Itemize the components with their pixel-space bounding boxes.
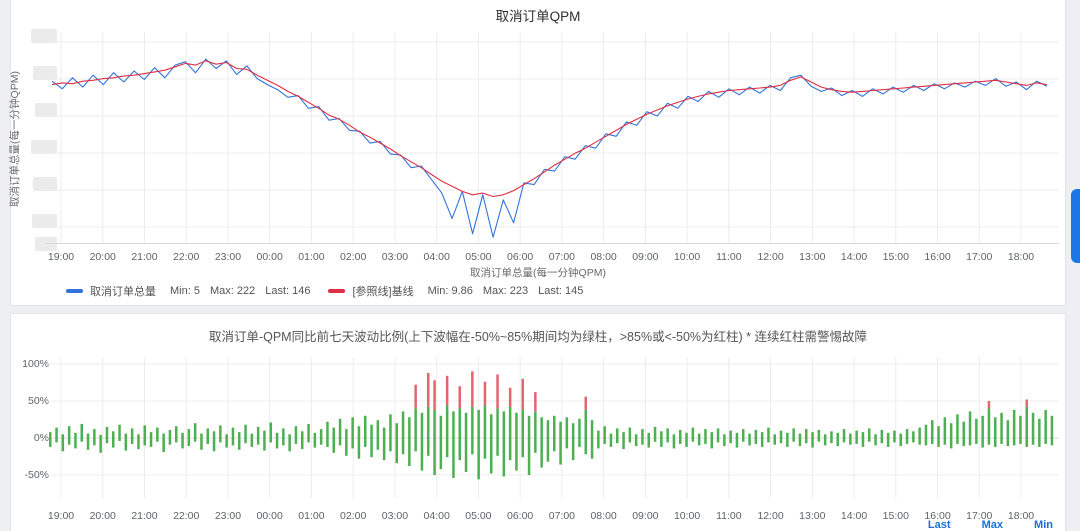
x-tick-label: 16:00 — [924, 251, 951, 263]
x-tick-label: 10:00 — [673, 510, 701, 522]
x-tick-label: 07:00 — [548, 251, 576, 263]
x-tick-label: 23:00 — [214, 251, 242, 263]
x-tick-label: 08:00 — [590, 510, 617, 522]
x-tick-label: 00:00 — [256, 251, 283, 263]
x-tick-label: 05:00 — [465, 251, 492, 263]
x-tick-label: 14:00 — [840, 510, 868, 522]
x-tick-label: 18:00 — [1007, 510, 1035, 522]
sort-link-min[interactable]: Min — [1034, 519, 1053, 531]
x-tick-label: 15:00 — [882, 251, 909, 263]
x-tick-label: 10:00 — [673, 251, 701, 263]
legend-label: 取消订单总量 — [90, 286, 156, 298]
panel-title-top[interactable]: 取消订单QPM — [495, 9, 581, 24]
x-tick-label: 16:00 — [924, 510, 951, 522]
x-tick-label: 03:00 — [381, 251, 409, 263]
x-tick-label: 06:00 — [506, 251, 534, 263]
x-tick-label: 13:00 — [799, 510, 826, 522]
y-tick-label: -50% — [24, 469, 49, 481]
legend-sort-links: Last Max Min — [900, 519, 1053, 531]
legend-swatch-red — [328, 289, 346, 293]
legend-max: Max: 223 — [482, 285, 529, 297]
bar-chart-canvas[interactable] — [46, 357, 1059, 498]
x-tick-label: 12:00 — [757, 510, 784, 522]
legend-max: Max: 222 — [209, 285, 256, 297]
x-tick-label: 17:00 — [966, 510, 993, 522]
chart-legend: 取消订单总量 Min: 5 Max: 222 Last: 146 [参照线]基线… — [66, 283, 601, 299]
legend-min: Min: 9.86 — [427, 285, 473, 297]
redacted-y-tick — [31, 29, 57, 43]
redacted-y-tick — [33, 66, 57, 80]
redacted-y-tick — [31, 140, 57, 154]
x-axis-title: 取消订单总量(每一分钟QPM) — [470, 267, 606, 279]
x-tick-label: 03:00 — [381, 510, 409, 522]
x-tick-label: 09:00 — [632, 251, 659, 263]
legend-label: [参照线]基线 — [352, 286, 414, 298]
x-tick-label: 19:00 — [47, 510, 75, 522]
panel-cancel-order-qpm: 取消订单QPM 取消订单总量(每一分钟QPM) 19:00 20:00 21:00 2… — [9, 0, 1067, 306]
x-tick-label: 00:00 — [256, 510, 283, 522]
x-tick-label: 20:00 — [89, 510, 116, 522]
x-axis-ticks-top: 19:00 20:00 21:00 22:00 23:00 00:00 01:00 02:00… — [11, 251, 1067, 265]
x-tick-label: 09:00 — [632, 510, 659, 522]
x-tick-label: 04:00 — [423, 510, 450, 522]
x-tick-label: 08:00 — [590, 251, 617, 263]
x-tick-label: 22:00 — [173, 251, 200, 263]
y-tick-label: 0% — [33, 432, 49, 444]
legend-swatch-blue — [66, 289, 83, 293]
x-tick-label: 07:00 — [548, 510, 576, 522]
x-tick-label: 18:00 — [1007, 251, 1035, 263]
x-axis-ticks-bottom: 19:00 20:00 21:00 22:00 23:00 00:00 01:00 02:00… — [11, 510, 1067, 524]
legend-last: Last: 145 — [538, 285, 584, 297]
x-tick-label: 01:00 — [298, 510, 325, 522]
x-tick-label: 14:00 — [840, 251, 868, 263]
x-tick-label: 12:00 — [757, 251, 784, 263]
x-tick-label: 05:00 — [465, 510, 492, 522]
line-chart-canvas[interactable] — [46, 32, 1059, 244]
redacted-y-tick — [35, 103, 57, 117]
redacted-y-tick — [35, 237, 57, 251]
redacted-y-tick — [32, 214, 57, 228]
x-tick-label: 04:00 — [423, 251, 450, 263]
x-tick-label: 23:00 — [214, 510, 242, 522]
side-panel-handle[interactable] — [1071, 189, 1080, 263]
x-tick-label: 01:00 — [298, 251, 325, 263]
legend-entry-total[interactable]: 取消订单总量 Min: 5 Max: 222 Last: 146 — [66, 283, 310, 299]
sort-link-max[interactable]: Max — [981, 519, 1003, 531]
sort-link-last[interactable]: Last — [927, 519, 951, 531]
x-tick-label: 17:00 — [966, 251, 993, 263]
panel-title-bottom[interactable]: 取消订单-QPM同比前七天波动比例(上下波幅在-50%~85%期间均为绿柱，>8… — [208, 330, 868, 344]
x-tick-label: 21:00 — [131, 510, 158, 522]
y-axis-title: 取消订单总量(每一分钟QPM) — [9, 71, 21, 207]
panel-fluctuation-ratio: 取消订单-QPM同比前七天波动比例(上下波幅在-50%~85%期间均为绿柱，>8… — [10, 313, 1066, 531]
x-tick-label: 06:00 — [506, 510, 534, 522]
x-tick-label: 11:00 — [716, 251, 742, 263]
legend-min: Min: 5 — [170, 285, 200, 297]
x-tick-label: 02:00 — [340, 510, 367, 522]
legend-entry-baseline[interactable]: [参照线]基线 Min: 9.86 Max: 223 Last: 145 — [328, 283, 583, 299]
x-tick-label: 13:00 — [799, 251, 826, 263]
x-tick-label: 11:00 — [716, 510, 742, 522]
x-tick-label: 15:00 — [882, 510, 909, 522]
y-tick-label: 100% — [22, 358, 49, 370]
redacted-y-tick — [33, 177, 57, 191]
x-tick-label: 20:00 — [89, 251, 116, 263]
y-tick-label: 50% — [27, 395, 49, 407]
x-tick-label: 19:00 — [47, 251, 75, 263]
legend-last: Last: 146 — [265, 285, 311, 297]
x-tick-label: 02:00 — [340, 251, 367, 263]
x-tick-label: 21:00 — [131, 251, 158, 263]
x-tick-label: 22:00 — [173, 510, 200, 522]
